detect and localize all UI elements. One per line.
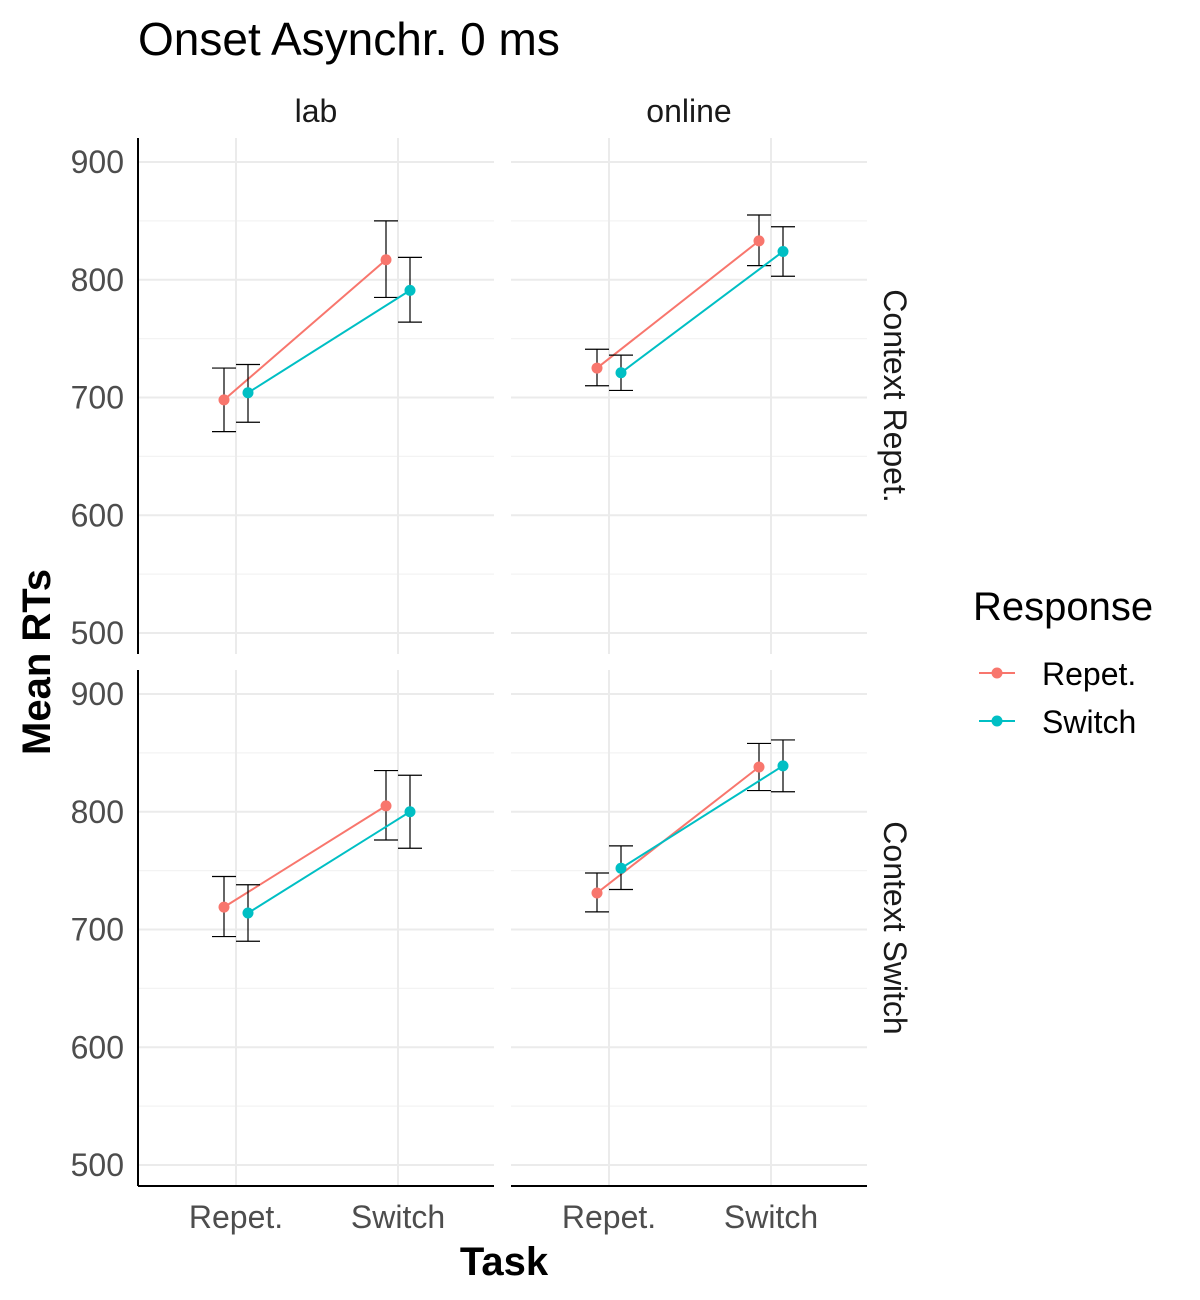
data-point [591, 362, 603, 374]
series-repet [212, 769, 398, 938]
facet-row-strips: Context Repet. Context Switch [877, 289, 913, 1034]
facet-panel-online-context-repet [511, 138, 867, 654]
x-tick-label: Repet. [189, 1199, 283, 1235]
legend-item-switch: Switch [979, 704, 1136, 740]
legend-key-point [991, 715, 1003, 727]
series-repet [585, 214, 771, 387]
data-point [242, 907, 254, 919]
x-tick-label: Switch [724, 1199, 818, 1235]
facet-strip-online: online [646, 93, 731, 129]
series-line [247, 289, 411, 394]
facet-panel-online-context-switch [511, 670, 867, 1186]
series-line [247, 810, 411, 914]
y-tick-label: 700 [71, 912, 124, 948]
y-tick-label: 900 [71, 676, 124, 712]
y-tick-label: 900 [71, 144, 124, 180]
series-line [223, 258, 387, 401]
series-repet [212, 220, 398, 433]
y-tick-label: 800 [71, 794, 124, 830]
facet-column-strips: lab online [295, 93, 732, 129]
series-switch [236, 774, 422, 942]
y-tick-label: 600 [71, 497, 124, 533]
data-point [218, 394, 230, 406]
series-line [223, 805, 387, 908]
facet-strip-context-repet: Context Repet. [877, 289, 913, 502]
y-tick-label: 700 [71, 380, 124, 416]
data-point [753, 235, 765, 247]
data-point [615, 862, 627, 874]
data-point [404, 284, 416, 296]
data-point [591, 887, 603, 899]
legend-label-repet: Repet. [1042, 656, 1136, 692]
data-point [615, 367, 627, 379]
x-tick-label: Switch [351, 1199, 445, 1235]
y-tick-label: 600 [71, 1029, 124, 1065]
series-switch [236, 256, 422, 423]
series-line [620, 250, 784, 374]
legend-title: Response [973, 585, 1153, 629]
series-switch [609, 226, 795, 392]
facet-panel-lab-context-switch [138, 670, 494, 1186]
y-tick-label: 500 [71, 1147, 124, 1183]
x-axis-title: Task [460, 1240, 549, 1284]
data-point [380, 800, 392, 812]
axes: 500 600 700 800 900 500 600 700 800 900 Repet. Swit… [71, 138, 867, 1235]
series-repet [585, 742, 771, 913]
legend-key-point [991, 667, 1003, 679]
data-point [380, 254, 392, 266]
series-line [596, 240, 760, 369]
series-line [620, 764, 784, 870]
data-point [777, 760, 789, 772]
facet-strip-context-switch: Context Switch [877, 821, 913, 1034]
x-tick-label: Repet. [562, 1199, 656, 1235]
data-point [242, 387, 254, 399]
data-point [218, 901, 230, 913]
data-point [777, 245, 789, 257]
series-switch [609, 739, 795, 891]
facet-panel-lab-context-repet [138, 138, 494, 654]
legend-item-repet: Repet. [979, 656, 1136, 692]
y-axis-title: Mean RTs [15, 569, 59, 755]
legend-label-switch: Switch [1042, 704, 1136, 740]
legend: Response Repet. Switch [973, 585, 1153, 740]
facet-strip-lab: lab [295, 93, 338, 129]
data-point [404, 806, 416, 818]
y-tick-label: 500 [71, 615, 124, 651]
facet-panels [138, 138, 867, 1186]
y-tick-label: 800 [71, 262, 124, 298]
data-point [753, 761, 765, 773]
chart-title: Onset Asynchr. 0 ms [138, 13, 560, 65]
